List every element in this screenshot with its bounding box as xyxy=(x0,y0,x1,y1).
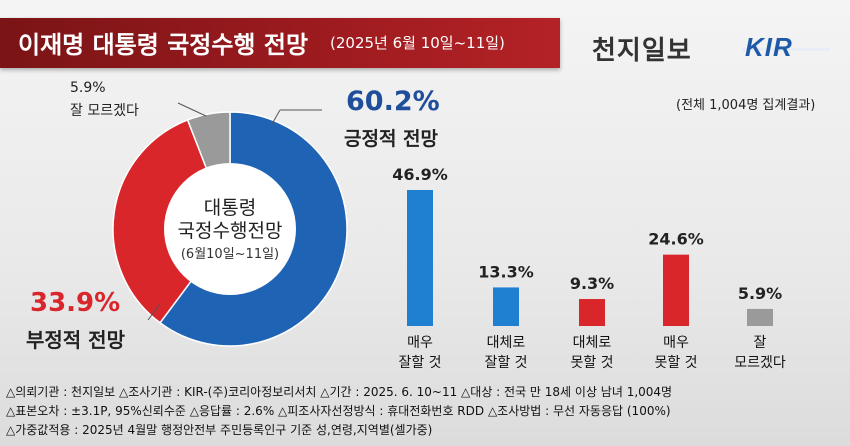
negative-pct-label: 33.9% xyxy=(30,288,121,318)
donut-hole xyxy=(164,163,296,295)
bar-category-label: 못할 것 xyxy=(654,355,697,371)
unknown-text-label: 잘 모르겠다 xyxy=(70,103,139,119)
bar-value-label: 24.6% xyxy=(648,230,704,249)
survey-date: (2025년 6월 10일~11일) xyxy=(330,34,505,52)
bar-value-label: 13.3% xyxy=(478,262,534,281)
logo-underline xyxy=(742,48,830,51)
title-bar: 이재명 대통령 국정수행 전망 (2025년 6월 10일~11일) xyxy=(0,18,560,68)
donut-center-line1: 대통령 xyxy=(204,197,256,219)
kir-logo: KIR xyxy=(745,32,793,62)
negative-leader-line xyxy=(147,303,161,321)
positive-leader-line xyxy=(271,109,281,125)
positive-text-label: 긍정적 전망 xyxy=(344,128,439,150)
bar-mostly-good xyxy=(493,287,519,326)
footer-line-3: △가중값적용 : 2025년 4월말 행정안전부 주민등록인구 기준 성,연령,… xyxy=(6,423,433,437)
bar-category-label: 모르겠다 xyxy=(734,355,786,371)
bar-mostly-bad xyxy=(579,299,605,326)
donut-center-line3: (6월10일~11일) xyxy=(181,247,279,262)
unknown-pct-label: 5.9% xyxy=(70,80,106,96)
survey-footer: △의뢰기관 : 천지일보 △조사기관 : KIR-(주)코리아정보리서치 △기간… xyxy=(6,383,672,440)
page-title: 이재명 대통령 국정수행 전망 xyxy=(18,31,309,59)
donut-center-line2: 국정수행전망 xyxy=(178,220,283,242)
bar-category-label: 잘할 것 xyxy=(398,355,441,371)
bar-very-good xyxy=(407,189,433,326)
bar-value-label: 5.9% xyxy=(738,284,782,303)
bar-category-label: 대체로 xyxy=(487,335,526,351)
bar-unknown xyxy=(747,308,773,326)
bar-category-label: 잘 xyxy=(754,335,767,351)
bar-category-label: 대체로 xyxy=(573,335,612,351)
bar-category-label: 잘할 것 xyxy=(484,355,527,371)
brand-name: 천지일보 xyxy=(592,36,692,66)
bar-very-bad xyxy=(663,254,689,326)
positive-pct-label: 60.2% xyxy=(346,86,440,117)
bar-category-label: 매우 xyxy=(407,335,433,351)
bar-value-label: 46.9% xyxy=(392,165,448,184)
footer-line-2: △표본오차 : ±3.1P, 95%신뢰수준 △응답률 : 2.6% △피조사자… xyxy=(6,404,671,418)
bar-category-label: 못할 것 xyxy=(570,355,613,371)
sample-note: (전체 1,004명 집계결과) xyxy=(676,98,816,113)
negative-text-label: 부정적 전망 xyxy=(26,328,125,352)
unknown-leader-line xyxy=(177,102,207,117)
footer-line-1: △의뢰기관 : 천지일보 △조사기관 : KIR-(주)코리아정보리서치 △기간… xyxy=(6,385,673,399)
bar-category-label: 매우 xyxy=(663,335,689,351)
bar-value-label: 9.3% xyxy=(570,274,614,293)
